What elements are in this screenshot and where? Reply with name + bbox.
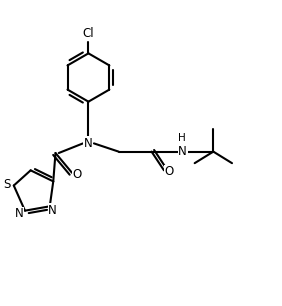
Text: S: S [3, 178, 11, 191]
Text: O: O [72, 168, 81, 181]
Text: Cl: Cl [83, 27, 94, 40]
Text: N: N [15, 207, 23, 220]
Text: N: N [48, 204, 57, 217]
Text: N: N [178, 145, 187, 158]
Text: N: N [84, 137, 93, 150]
Text: O: O [164, 165, 173, 178]
Text: H: H [178, 133, 186, 144]
